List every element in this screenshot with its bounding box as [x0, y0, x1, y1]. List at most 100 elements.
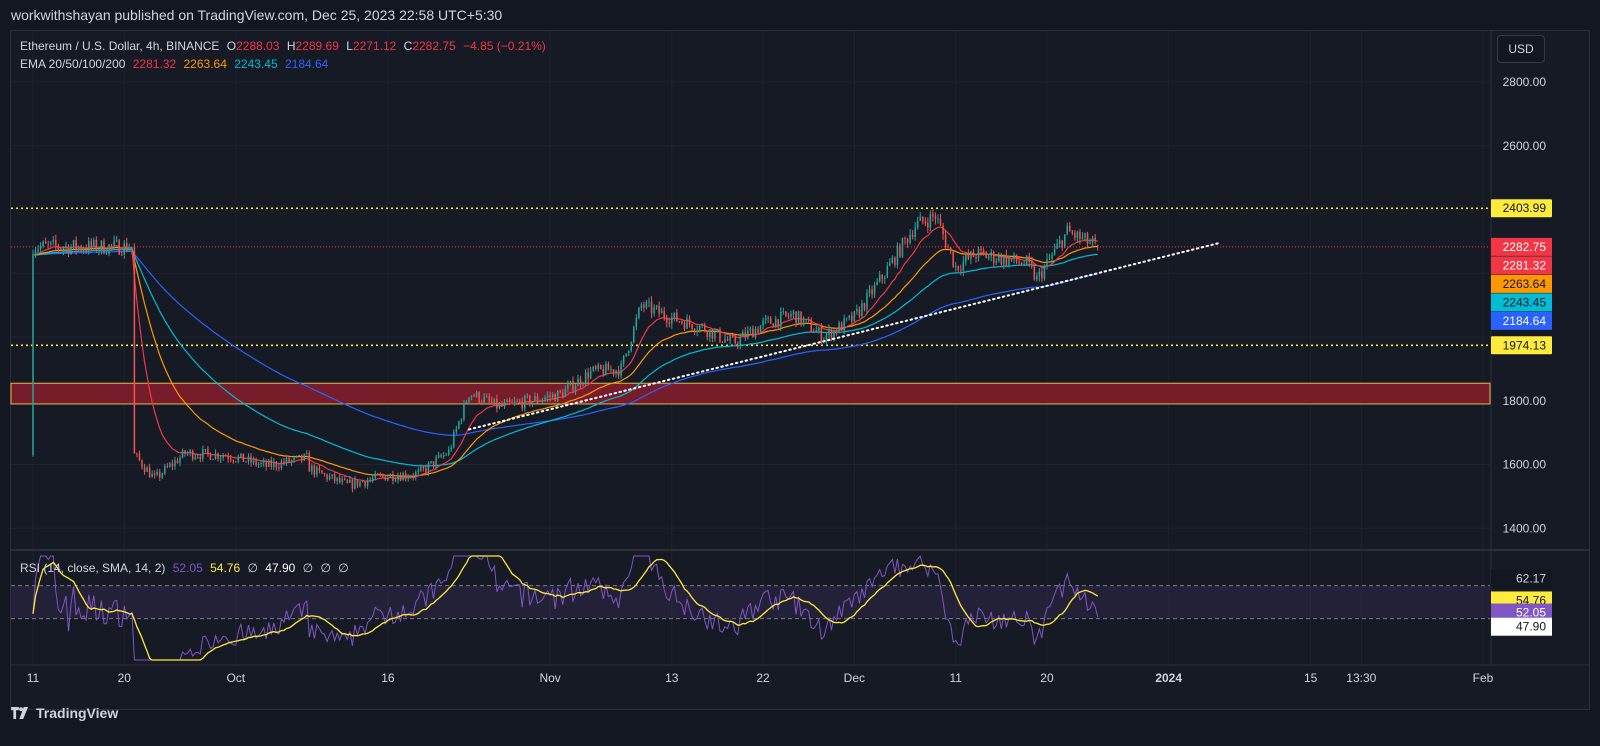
candle-body: [1008, 258, 1010, 266]
candle-body: [800, 311, 802, 325]
tradingview-brand[interactable]: TradingView: [11, 703, 118, 723]
candle-body: [49, 241, 52, 244]
candle-body: [830, 329, 833, 339]
footer-brand-label: TradingView: [36, 705, 119, 721]
candle-body: [719, 329, 721, 342]
candle-body: [394, 480, 397, 482]
candle-body: [709, 329, 711, 338]
rsi-band-value: 47.90: [265, 561, 296, 575]
candle-body: [57, 245, 60, 249]
candle-body: [909, 234, 911, 243]
candle-body: [194, 457, 196, 460]
time-tick-label: 16: [381, 671, 395, 685]
rsi-upper-label: 62.17: [1516, 572, 1546, 586]
candle-body: [417, 470, 420, 473]
candle-body: [1086, 233, 1089, 244]
candle-body: [402, 473, 404, 481]
currency-button[interactable]: USD: [1497, 35, 1545, 63]
candle-body: [572, 381, 574, 392]
candle-body: [1074, 233, 1076, 238]
rsi-ma-value: 54.76: [210, 561, 241, 575]
candle-body: [977, 248, 980, 259]
candle-body: [153, 473, 156, 475]
candle-body: [729, 336, 731, 341]
candle-body: [326, 474, 328, 480]
price-tick-label: 1600.00: [1503, 458, 1547, 472]
candle-body: [338, 477, 341, 483]
candle-body: [450, 447, 453, 450]
candle-body: [270, 460, 273, 467]
candle-body: [364, 481, 366, 487]
candle-body: [379, 474, 382, 476]
candle-body: [273, 461, 275, 467]
candle-body: [503, 402, 506, 407]
candle-body: [262, 461, 265, 463]
candle-body: [209, 453, 212, 460]
candle-body: [706, 331, 709, 338]
candle-body: [878, 274, 881, 282]
candle-body: [805, 319, 807, 320]
candle-body: [516, 401, 518, 402]
candle-body: [769, 317, 772, 324]
candle-body: [1091, 238, 1094, 243]
rsi-value-tag: [1491, 603, 1552, 622]
candle-body: [546, 395, 549, 398]
candle-body: [65, 245, 67, 248]
candle-body: [949, 247, 952, 252]
candle-body: [501, 404, 503, 407]
candle-body: [82, 249, 85, 251]
candle-body: [123, 242, 126, 255]
rsi-legend[interactable]: RSI (14, close, SMA, 14, 2) 52.05 54.76 …: [20, 561, 353, 575]
candle-body: [643, 304, 645, 308]
candle-body: [141, 460, 143, 468]
candle-body: [440, 455, 442, 457]
candle-body: [382, 474, 384, 477]
candle-body: [485, 396, 488, 398]
candle-body: [508, 399, 511, 403]
time-tick-label: 22: [756, 671, 770, 685]
candle-body: [465, 402, 468, 403]
candle-body: [250, 456, 252, 463]
candle-body: [1069, 225, 1071, 232]
candle-body: [278, 467, 280, 469]
candle-body: [534, 396, 536, 402]
candle-body: [549, 395, 551, 397]
candle-body: [128, 248, 131, 252]
candle-body: [171, 463, 174, 467]
candle-body: [863, 303, 866, 310]
candle-body: [894, 257, 896, 265]
ema100-label: 2243.45: [1503, 295, 1547, 309]
candle-body: [1079, 231, 1081, 239]
candle-body: [1041, 271, 1043, 279]
symbol-title[interactable]: Ethereum / U.S. Dollar, 4h, BINANCE: [20, 39, 220, 53]
candle-body: [600, 364, 602, 369]
candle-body: [131, 246, 133, 249]
candle-body: [582, 383, 584, 385]
candle-body: [559, 390, 562, 393]
rsi-extra-1: ∅: [320, 561, 331, 575]
candle-body: [323, 473, 326, 475]
candle-body: [108, 244, 110, 254]
candle-body: [430, 461, 432, 464]
candle-body: [115, 240, 118, 242]
candle-body: [409, 476, 412, 478]
price-tick-label: 1400.00: [1503, 521, 1547, 535]
candle-body: [889, 262, 891, 267]
candle-body: [767, 317, 769, 319]
candle-body: [257, 464, 260, 466]
candle-body: [32, 254, 34, 455]
candle-body: [445, 454, 447, 456]
candle-body: [275, 461, 278, 468]
resistance-label: 2403.99: [1503, 201, 1547, 215]
candle-body: [752, 328, 754, 338]
candle-body: [493, 398, 496, 403]
candle-body: [625, 353, 627, 357]
candle-body: [562, 392, 564, 398]
candle-body: [757, 328, 759, 333]
candle-body: [407, 477, 409, 479]
candle-body: [777, 319, 780, 327]
candle-body: [1089, 242, 1091, 244]
candle-body: [506, 399, 508, 403]
ema-legend[interactable]: EMA 20/50/100/200 2281.32 2263.64 2243.4…: [20, 57, 332, 71]
